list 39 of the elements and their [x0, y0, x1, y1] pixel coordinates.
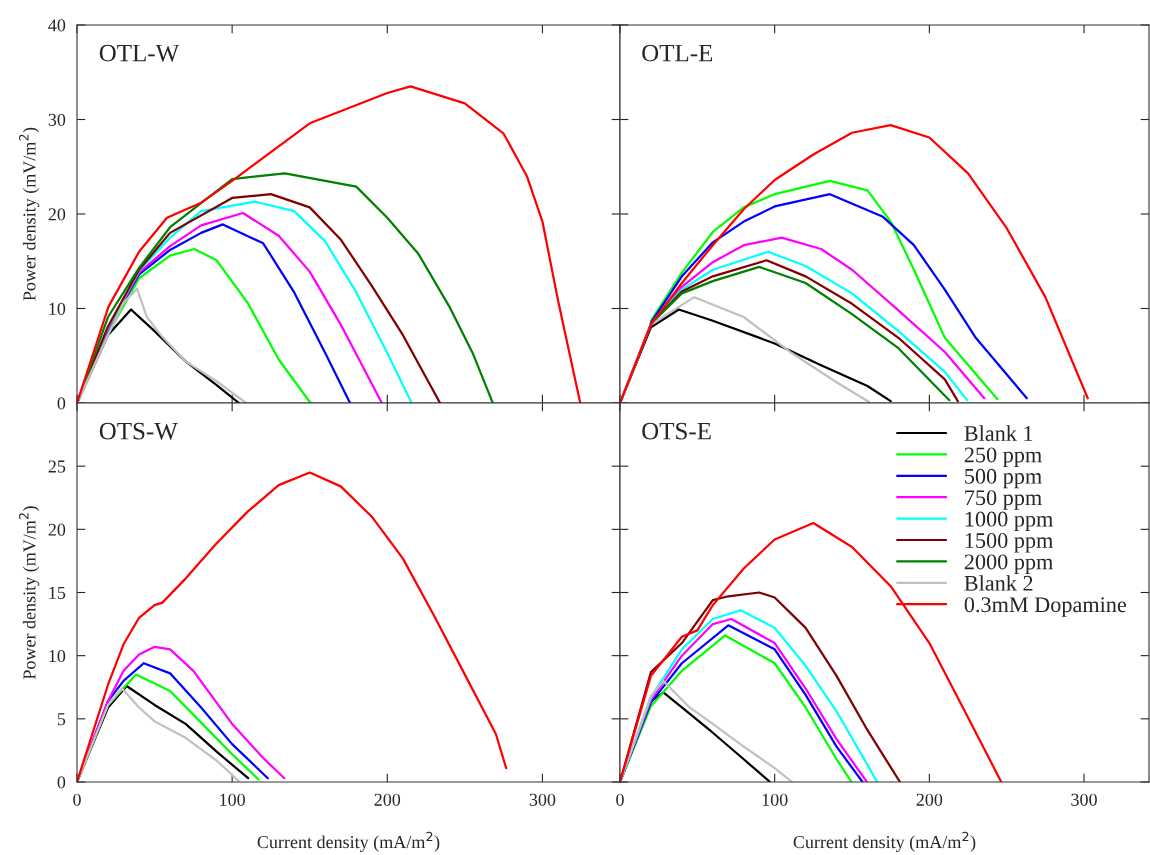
y-tick-label: 20	[48, 523, 66, 536]
x-tick-label: 200	[374, 793, 401, 806]
legend-label: 0.3mM Dopamine	[964, 597, 1127, 617]
x-axis-title: Current density (mA/m$^{2}$)	[257, 831, 440, 852]
x-tick-label: 200	[916, 793, 943, 806]
x-axis-title: Current density (mA/m$^{2}$)	[793, 831, 976, 852]
legend-label: 1500 ppm	[965, 533, 1053, 553]
x-tick-label: 0	[73, 793, 81, 806]
x-tick-label: 0	[616, 793, 624, 806]
text: OTS-E	[642, 422, 711, 440]
legend-label: 2000 ppm	[964, 554, 1053, 574]
legend-label: 1000 ppm	[965, 511, 1053, 532]
y-tick-label: 15	[49, 586, 66, 599]
legend-label: Blank 2	[964, 575, 1033, 591]
y-tick-label: 5	[57, 713, 66, 726]
text: OTL-W	[99, 44, 180, 62]
y-tick-label: 10	[49, 302, 66, 315]
y-tick-label: 40	[48, 19, 66, 32]
line-series	[77, 471, 508, 782]
legend-label: 500 ppm	[965, 468, 1042, 489]
x-tick-label: 300	[1071, 793, 1097, 806]
legend-label: 250 ppm	[964, 447, 1042, 467]
text: OTL-E	[642, 44, 713, 62]
x-tick-label: 100	[762, 793, 788, 806]
y-tick-label: 0	[57, 397, 66, 410]
y-tick-label: 0	[57, 776, 66, 789]
text: OTS-W	[99, 422, 178, 440]
x-tick-label: 100	[220, 793, 245, 806]
y-tick-label: 30	[48, 113, 66, 126]
y-tick-label: 20	[48, 208, 66, 221]
x-tick-label: 300	[529, 793, 556, 806]
y-tick-label: 10	[49, 649, 66, 663]
legend-label: Blank 1	[964, 425, 1033, 441]
line-series	[77, 85, 582, 403]
line-series	[77, 287, 248, 403]
y-axis-title: Power density (mV/m$^{2}$)	[19, 127, 40, 301]
legend-label: 750 ppm	[965, 490, 1042, 510]
y-tick-label: 25	[48, 460, 66, 473]
y-axis-title: Power density (mV/m$^{2}$)	[19, 506, 40, 680]
